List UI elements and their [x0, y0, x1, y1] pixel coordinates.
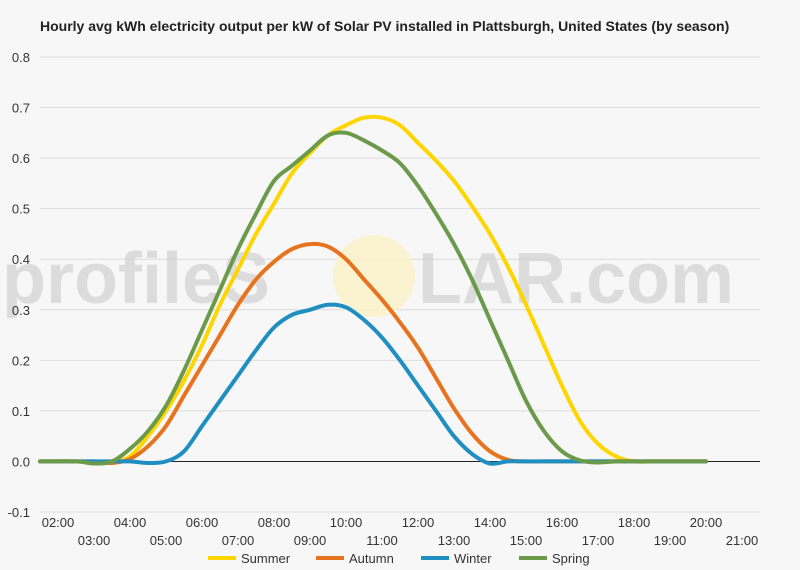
x-tick-label: 10:00: [330, 515, 363, 530]
watermark-text-left: profileS: [2, 239, 270, 319]
x-tick-label: 16:00: [546, 515, 579, 530]
y-axis-ticks: -0.1 0.0 0.1 0.2 0.3 0.4 0.5 0.6 0.7 0.8: [8, 50, 30, 520]
x-tick-label: 05:00: [150, 533, 183, 548]
y-tick-label: 0.8: [12, 50, 30, 65]
x-tick-label: 18:00: [618, 515, 651, 530]
x-tick-label: 02:00: [42, 515, 75, 530]
x-tick-label: 11:00: [366, 533, 398, 548]
chart-title: Hourly avg kWh electricity output per kW…: [40, 18, 730, 34]
y-tick-label: 0.5: [12, 202, 30, 217]
y-tick-label: 0.0: [12, 454, 30, 469]
y-tick-label: 0.6: [12, 151, 30, 166]
series-line-spring: [38, 130, 708, 466]
y-tick-label: 0.1: [12, 404, 30, 419]
legend-label-winter: Winter: [454, 551, 492, 566]
series-lines: [38, 114, 708, 466]
series-line-summer: [38, 114, 708, 464]
x-tick-label: 13:00: [438, 533, 471, 548]
x-tick-label: 08:00: [258, 515, 291, 530]
x-tick-label: 20:00: [690, 515, 723, 530]
x-tick-label: 04:00: [114, 515, 147, 530]
x-tick-label: 07:00: [222, 533, 255, 548]
y-tick-label: 0.7: [12, 101, 30, 116]
x-tick-label: 21:00: [726, 533, 759, 548]
y-tick-label: -0.1: [8, 505, 30, 520]
x-tick-label: 15:00: [510, 533, 543, 548]
x-tick-label: 17:00: [582, 533, 615, 548]
x-tick-label: 19:00: [654, 533, 687, 548]
watermark: profileS LAR.com: [2, 235, 734, 319]
y-tick-label: 0.2: [12, 353, 30, 368]
legend-label-spring: Spring: [552, 551, 590, 566]
x-tick-label: 09:00: [294, 533, 327, 548]
legend-label-summer: Summer: [241, 551, 291, 566]
series-line-winter: [38, 302, 708, 466]
x-tick-label: 14:00: [474, 515, 507, 530]
x-tick-label: 06:00: [186, 515, 219, 530]
y-tick-label: 0.3: [12, 303, 30, 318]
y-tick-label: 0.4: [12, 252, 30, 267]
watermark-text-right: LAR.com: [418, 239, 734, 319]
x-axis-ticks: 02:0003:0004:0005:0006:0007:0008:0009:00…: [42, 515, 759, 548]
legend-label-autumn: Autumn: [349, 551, 394, 566]
legend: Summer Autumn Winter Spring: [208, 551, 590, 566]
x-tick-label: 12:00: [402, 515, 435, 530]
x-tick-label: 03:00: [78, 533, 111, 548]
watermark-sun-icon: [333, 235, 415, 317]
